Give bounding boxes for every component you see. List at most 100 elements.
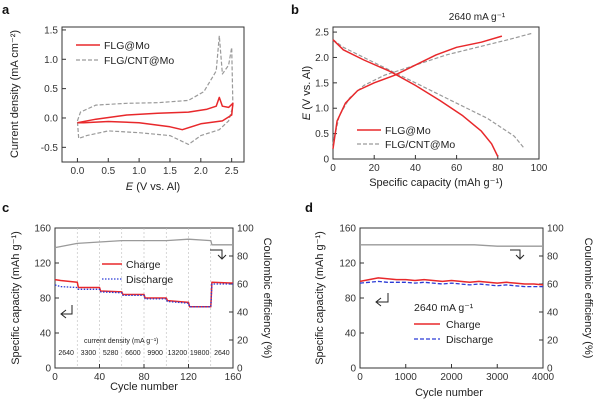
y-right-tick-label: 20: [547, 336, 559, 347]
panel-a-legend: FLG@Mo FLG/CNT@Mo: [76, 40, 174, 67]
y-tick-label: 40: [345, 329, 357, 340]
panel-d-ylabel-right: Coulombic efficiency (%): [582, 238, 594, 359]
legend-label-flg-cnt-mo-b: FLG/CNT@Mo: [385, 139, 455, 151]
panel-a-ticks: 0.0 0.5 1.0 1.5 2.0 2.5 -0.5 0.0 0.5 1.0 1.5: [41, 25, 239, 177]
y-right-tick-label: 60: [547, 280, 559, 291]
panel-c-xlabel: Cycle number: [110, 381, 178, 393]
panel-c-density-label: current density (mA g⁻¹): [84, 338, 159, 345]
x-tick-label: 1000: [395, 372, 418, 383]
y-right-tick-label: 60: [237, 280, 249, 291]
panel-b-title: 2640 mA g⁻¹: [449, 12, 506, 23]
x-tick-label: 0: [330, 163, 336, 174]
y-right-tick-label: 80: [237, 252, 249, 263]
arrow-right-axis-icon-d: [510, 249, 525, 260]
legend-label-flg-mo-b: FLG@Mo: [385, 125, 431, 137]
panel-c-density-values: 2640 3300 5280 6600 9900 13200 19800 2640: [58, 350, 229, 357]
panel-c-legend: Charge Discharge: [102, 259, 173, 286]
y-tick-label: 160: [339, 224, 356, 235]
y-tick-label: 1.0: [44, 55, 58, 66]
x-tick-label: 4000: [532, 372, 555, 383]
panel-d-current-density: 2640 mA g⁻¹: [414, 302, 474, 314]
x-tick-label: 40: [94, 372, 106, 383]
y-right-tick-label: 40: [547, 308, 559, 319]
panel-b-legend: FLG@Mo FLG/CNT@Mo: [357, 125, 455, 151]
y-tick-label: 0: [350, 364, 356, 375]
panel-d-ylabel-left: Specific capacity (mAh g⁻¹): [314, 231, 326, 365]
y-tick-label: 0.0: [44, 113, 58, 124]
arrow-left-axis-icon: [60, 305, 73, 319]
y-tick-label: 160: [34, 224, 51, 235]
panel-b-frame: [332, 26, 540, 160]
y-tick-label: 80: [345, 294, 357, 305]
x-tick-label: 100: [531, 163, 548, 174]
series-discharge: [359, 280, 543, 288]
series-coulombic-efficiency: [54, 238, 233, 249]
panel-d-label: d: [305, 200, 313, 215]
x-tick-label: 1.0: [132, 166, 146, 177]
y-tick-label: 1.0: [315, 104, 329, 115]
current-density-value: 3300: [81, 350, 97, 357]
series-flg-cnt-mo: [76, 35, 234, 145]
panel-b-ylabel: E (V vs. Al): [301, 66, 313, 120]
panel-d-frame: [359, 227, 544, 369]
y-tick-label: 40: [40, 329, 52, 340]
x-tick-label: 40: [410, 163, 422, 174]
x-tick-label: 2.5: [225, 166, 239, 177]
current-density-value: 2640: [214, 350, 230, 357]
panel-c-label: c: [2, 200, 9, 215]
current-density-value: 5280: [103, 350, 119, 357]
x-tick-label: 0: [357, 372, 363, 383]
arrow-right-axis-icon: [210, 249, 227, 260]
legend-label-flg-mo: FLG@Mo: [104, 40, 150, 52]
panel-a-frame: [61, 26, 245, 163]
panel-b-series: [332, 32, 533, 157]
panel-a-xlabel: E (V vs. Al): [126, 181, 180, 193]
x-tick-label: 0.5: [101, 166, 115, 177]
series-flg-cnt-mo-discharge: [332, 39, 526, 150]
y-tick-label: 0: [45, 364, 51, 375]
legend-label-flg-cnt-mo: FLG/CNT@Mo: [104, 55, 174, 67]
y-tick-label: 80: [40, 294, 52, 305]
panel-d-xlabel: Cycle number: [415, 387, 483, 399]
panel-d: d 0 1000 2000 3000 4000040801201600204060801…: [305, 200, 594, 399]
legend-label-discharge-c: Discharge: [126, 274, 173, 286]
y-right-tick-label: 100: [547, 224, 564, 235]
panel-b-ticks: 0 20 40 60 80 100 0 0.5 1.0 1.5 2.0 2.5: [315, 28, 548, 174]
panel-c-arrows: [60, 249, 227, 319]
panel-a-series: [76, 35, 234, 145]
series-charge: [359, 277, 544, 286]
y-tick-label: 2.0: [315, 53, 329, 64]
y-tick-label: -0.5: [41, 143, 59, 154]
x-tick-label: 3000: [486, 372, 509, 383]
y-tick-label: 120: [34, 259, 51, 270]
y-tick-label: 1.5: [315, 78, 329, 89]
y-right-tick-label: 80: [547, 252, 559, 263]
y-right-tick-label: 0: [547, 364, 553, 375]
y-tick-label: 0.5: [44, 84, 58, 95]
current-density-value: 9900: [147, 350, 163, 357]
x-tick-label: 2.0: [194, 166, 208, 177]
series-coulombic-efficiency: [360, 244, 543, 247]
x-tick-label: 60: [451, 163, 463, 174]
series-flg-mo-discharge: [332, 39, 499, 157]
y-right-tick-label: 100: [237, 224, 254, 235]
arrow-left-axis-icon-d: [375, 293, 389, 307]
current-density-value: 13200: [168, 350, 188, 357]
panel-b-label: b: [291, 2, 299, 17]
panel-a-ylabel: Current density (mA cm⁻²): [9, 30, 21, 158]
panel-d-legend: Charge Discharge: [414, 319, 493, 346]
x-tick-label: 120: [180, 372, 197, 383]
legend-label-charge-d: Charge: [446, 319, 481, 331]
panel-b: b 0 20 40 60 80 100 0 0.5 1.0 1.5 2.0 2.5 2640 mA g…: [291, 2, 548, 189]
y-tick-label: 0.5: [315, 129, 329, 140]
panel-a-label: a: [2, 2, 10, 17]
x-tick-label: 0.0: [70, 166, 84, 177]
current-density-value: 2640: [58, 350, 74, 357]
legend-label-charge-c: Charge: [126, 259, 161, 271]
y-tick-label: 120: [339, 259, 356, 270]
y-tick-label: 1.5: [44, 25, 58, 36]
